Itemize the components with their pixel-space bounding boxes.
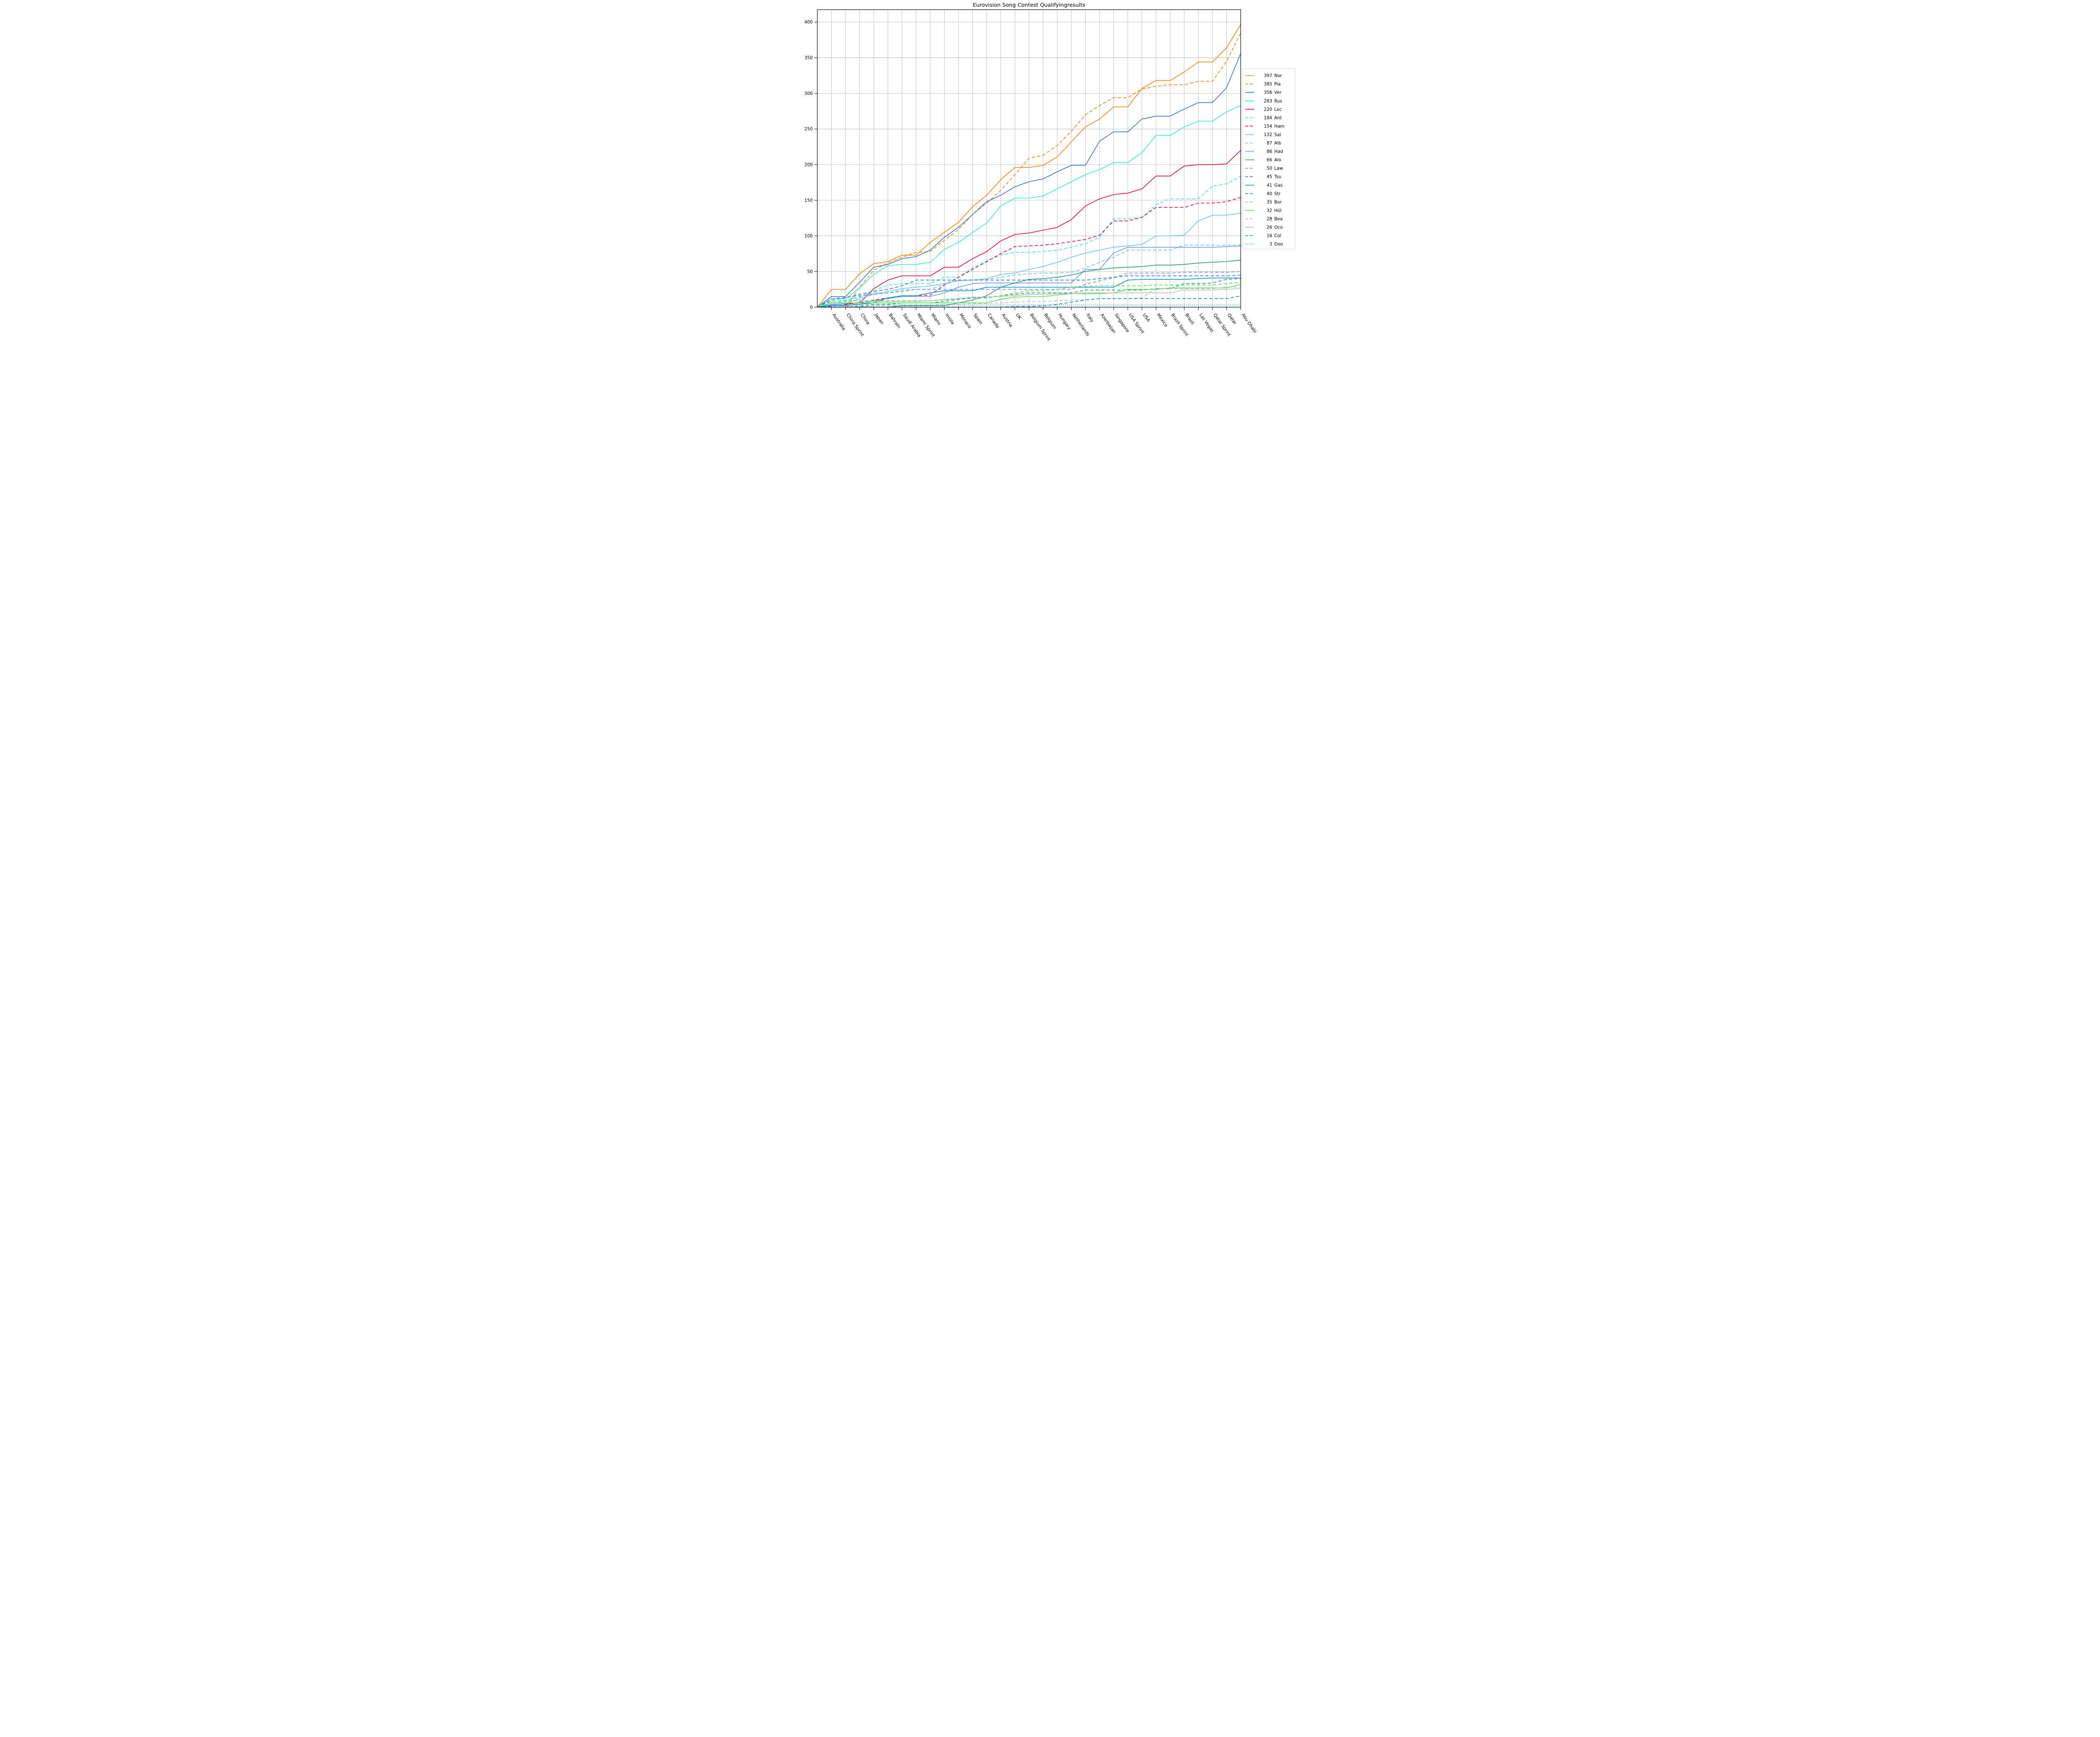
series-line-Hül bbox=[817, 284, 1241, 307]
legend-label-Law: Law bbox=[1274, 166, 1283, 171]
legend-label-Tsu: Tsu bbox=[1274, 174, 1281, 179]
legend-label-Pia: Pia bbox=[1274, 82, 1281, 87]
series-line-Bor bbox=[817, 282, 1241, 307]
series-line-Rus bbox=[817, 105, 1241, 307]
legend-value-Oco: 26 bbox=[1266, 225, 1272, 230]
legend-value-Ant: 184 bbox=[1264, 116, 1272, 121]
series-line-Law bbox=[817, 271, 1241, 307]
x-tick-label: Hungary bbox=[1057, 313, 1071, 331]
series-line-Sai bbox=[817, 213, 1241, 307]
series-line-Had bbox=[817, 245, 1241, 307]
legend-label-Col: Col bbox=[1274, 234, 1281, 239]
legend-label-Bor: Bor bbox=[1274, 200, 1282, 205]
y-tick-label: 300 bbox=[805, 91, 813, 96]
x-tick-label: Abu Dhabi bbox=[1240, 313, 1257, 334]
legend-label-Nor: Nor bbox=[1274, 74, 1282, 79]
series-line-Str bbox=[817, 278, 1241, 307]
y-tick-label: 200 bbox=[805, 163, 813, 168]
legend-label-Rus: Rus bbox=[1274, 99, 1282, 104]
x-tick-label: Japan bbox=[873, 312, 885, 325]
legend-label-Had: Had bbox=[1274, 149, 1283, 154]
legend-label-Ver: Ver bbox=[1274, 90, 1282, 95]
x-tick-label: Spain bbox=[972, 313, 983, 326]
legend-value-Str: 40 bbox=[1266, 191, 1272, 196]
x-tick-label: Bahrain bbox=[887, 313, 901, 329]
x-tick-label: USA bbox=[1142, 313, 1151, 323]
legend-label-Hül: Hül bbox=[1274, 208, 1281, 213]
x-tick-label: Brazil bbox=[1184, 313, 1195, 326]
x-tick-label: Mexico bbox=[1155, 313, 1168, 328]
legend-value-Col: 16 bbox=[1266, 234, 1272, 239]
x-tick-label: Imola bbox=[944, 313, 955, 325]
x-tick-label: Italy bbox=[1085, 313, 1095, 323]
legend-value-Ver: 356 bbox=[1264, 90, 1272, 95]
x-tick-label: Belgium bbox=[1043, 313, 1057, 330]
x-tick-label: Austria bbox=[1000, 313, 1013, 328]
series-line-Pia bbox=[817, 32, 1241, 307]
legend-label-Alb: Alb bbox=[1274, 141, 1281, 146]
legend-box bbox=[1242, 68, 1295, 250]
legend-label-Bea: Bea bbox=[1274, 216, 1283, 221]
axis-layer: 0 50 100 150 200 250 300 350 400 Australia China S… bbox=[805, 9, 1257, 342]
y-tick-label: 50 bbox=[807, 269, 812, 274]
legend-label-Ant: Ant bbox=[1274, 116, 1282, 121]
legend-value-Tsu: 45 bbox=[1266, 174, 1272, 179]
legend-value-Law: 50 bbox=[1266, 166, 1272, 171]
x-tick-label: Canada bbox=[986, 313, 1000, 329]
x-tick-label: Miami bbox=[930, 313, 942, 326]
legend-value-Nor: 397 bbox=[1264, 74, 1272, 79]
legend-label-Doo: Doo bbox=[1274, 242, 1283, 247]
series-line-Doo bbox=[817, 305, 1241, 307]
legend-value-Alo: 66 bbox=[1266, 158, 1272, 163]
x-tick-label: Monaco bbox=[958, 313, 972, 329]
legend-value-Alb: 87 bbox=[1266, 141, 1272, 146]
series-line-Ver bbox=[817, 53, 1241, 307]
legend-value-Hül: 32 bbox=[1266, 208, 1272, 213]
x-tick-label: China bbox=[859, 313, 871, 326]
series-line-Ant bbox=[817, 176, 1241, 307]
legend-label-Str: Str bbox=[1274, 191, 1281, 196]
legend-value-Had: 86 bbox=[1266, 149, 1272, 154]
legend-label-Lec: Lec bbox=[1274, 107, 1282, 112]
legend-value-Doo: 3 bbox=[1269, 242, 1272, 247]
legend-value-Ham: 154 bbox=[1264, 124, 1272, 129]
legend-value-Gas: 41 bbox=[1266, 183, 1272, 188]
series-line-Bea bbox=[817, 286, 1241, 307]
x-tick-label: Australia bbox=[831, 313, 846, 331]
x-tick-label: UK bbox=[1014, 313, 1022, 321]
y-tick-label: 100 bbox=[805, 234, 813, 239]
chart-title: Eurovision Song Contest Qualifyingresult… bbox=[973, 2, 1085, 8]
series-line-Lec bbox=[817, 150, 1241, 307]
x-tick-label: Qatar bbox=[1226, 313, 1237, 326]
legend-label-Ham: Ham bbox=[1274, 124, 1284, 129]
y-tick-label: 250 bbox=[805, 127, 813, 132]
legend-label-Gas: Gas bbox=[1274, 183, 1283, 188]
legend-value-Pia: 385 bbox=[1264, 82, 1272, 87]
legend-label-Sai: Sai bbox=[1274, 132, 1281, 137]
y-tick-label: 400 bbox=[805, 20, 813, 25]
legend-value-Lec: 220 bbox=[1264, 107, 1272, 112]
x-tick-label: Las Vegas bbox=[1198, 313, 1215, 333]
series-layer bbox=[816, 24, 1241, 307]
legend-value-Rus: 283 bbox=[1264, 99, 1272, 104]
legend-value-Bor: 35 bbox=[1266, 200, 1272, 205]
y-tick-label: 0 bbox=[810, 305, 813, 310]
series-line-Gas bbox=[817, 277, 1241, 307]
chart-figure: 0 50 100 150 200 250 300 350 400 Australia China S… bbox=[805, 0, 1296, 347]
legend-value-Sai: 132 bbox=[1264, 132, 1272, 137]
legend-label-Oco: Oco bbox=[1274, 225, 1283, 230]
series-line-Nor bbox=[816, 24, 1241, 307]
series-line-Oco bbox=[817, 288, 1241, 307]
legend-value-Bea: 28 bbox=[1266, 216, 1272, 221]
legend-label-Alo: Alo bbox=[1274, 158, 1281, 163]
series-line-Tsu bbox=[817, 275, 1241, 307]
y-tick-label: 350 bbox=[805, 55, 813, 60]
y-tick-label: 150 bbox=[805, 198, 813, 203]
